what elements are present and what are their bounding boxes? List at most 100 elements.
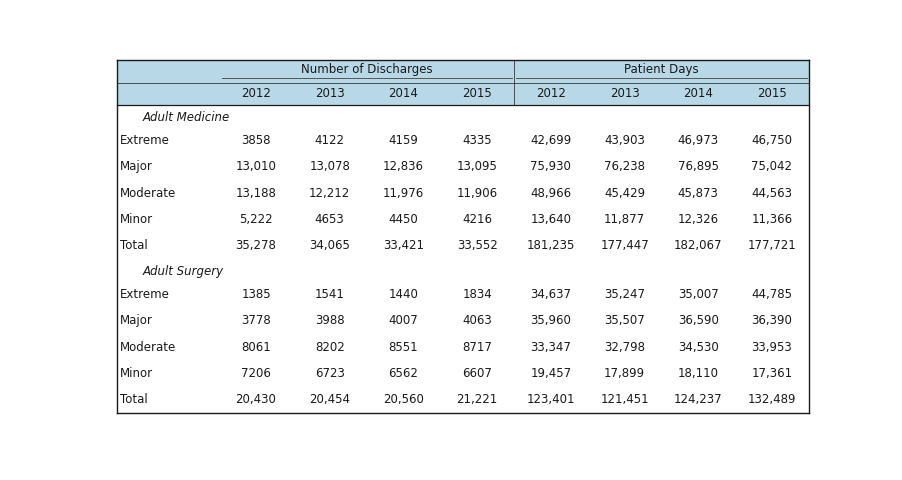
Text: Total: Total (120, 393, 147, 406)
Text: 11,366: 11,366 (750, 213, 792, 226)
Text: 45,873: 45,873 (677, 187, 718, 200)
Text: 6562: 6562 (388, 367, 418, 380)
Text: 177,721: 177,721 (747, 239, 796, 252)
Text: 1541: 1541 (315, 288, 345, 301)
Text: 12,836: 12,836 (382, 160, 423, 173)
Text: 181,235: 181,235 (526, 239, 575, 252)
Text: 35,007: 35,007 (677, 288, 718, 301)
Text: 21,221: 21,221 (456, 393, 497, 406)
Text: 6607: 6607 (462, 367, 492, 380)
Text: 4159: 4159 (388, 134, 418, 147)
Text: 12,212: 12,212 (308, 187, 350, 200)
Text: 4653: 4653 (315, 213, 345, 226)
Text: Minor: Minor (120, 213, 152, 226)
Text: 2015: 2015 (756, 87, 786, 100)
Text: 13,095: 13,095 (456, 160, 497, 173)
Text: 35,247: 35,247 (603, 288, 644, 301)
Text: 20,454: 20,454 (308, 393, 350, 406)
Text: 4063: 4063 (462, 314, 492, 327)
Text: 7206: 7206 (241, 367, 271, 380)
Text: 36,390: 36,390 (750, 314, 792, 327)
Text: Adult Surgery: Adult Surgery (143, 265, 223, 278)
Text: 3778: 3778 (241, 314, 271, 327)
Text: 18,110: 18,110 (677, 367, 718, 380)
Text: 8551: 8551 (388, 341, 418, 354)
Text: 4335: 4335 (462, 134, 492, 147)
Text: Number of Discharges: Number of Discharges (300, 63, 432, 76)
Text: Patient Days: Patient Days (623, 63, 698, 76)
Text: 42,699: 42,699 (529, 134, 571, 147)
Text: 2014: 2014 (683, 87, 713, 100)
Text: 45,429: 45,429 (603, 187, 644, 200)
Text: 177,447: 177,447 (600, 239, 649, 252)
Text: 124,237: 124,237 (673, 393, 722, 406)
Text: 76,895: 76,895 (677, 160, 718, 173)
Text: 75,930: 75,930 (529, 160, 571, 173)
Text: 4122: 4122 (315, 134, 345, 147)
Text: 35,960: 35,960 (529, 314, 571, 327)
Text: 11,877: 11,877 (603, 213, 644, 226)
Text: Major: Major (120, 314, 152, 327)
Text: 11,906: 11,906 (456, 187, 497, 200)
Text: 17,361: 17,361 (750, 367, 792, 380)
Text: 4450: 4450 (388, 213, 418, 226)
Text: 34,637: 34,637 (529, 288, 571, 301)
Text: 13,188: 13,188 (235, 187, 276, 200)
Text: Minor: Minor (120, 367, 152, 380)
Text: Moderate: Moderate (120, 187, 176, 200)
Text: 33,421: 33,421 (382, 239, 423, 252)
Text: 2013: 2013 (315, 87, 345, 100)
Text: 12,326: 12,326 (677, 213, 718, 226)
Text: 33,347: 33,347 (529, 341, 571, 354)
Text: 1440: 1440 (388, 288, 418, 301)
Text: 19,457: 19,457 (529, 367, 571, 380)
Text: 11,976: 11,976 (382, 187, 424, 200)
Text: Adult Medicine: Adult Medicine (143, 111, 229, 124)
Text: 75,042: 75,042 (750, 160, 792, 173)
Text: 8061: 8061 (241, 341, 271, 354)
Text: 35,507: 35,507 (603, 314, 644, 327)
Text: 8717: 8717 (462, 341, 492, 354)
Text: 34,065: 34,065 (309, 239, 350, 252)
Text: 3988: 3988 (315, 314, 345, 327)
Text: 2014: 2014 (388, 87, 418, 100)
Text: 20,560: 20,560 (382, 393, 423, 406)
Text: 33,953: 33,953 (750, 341, 791, 354)
Text: 2015: 2015 (462, 87, 492, 100)
Text: 44,785: 44,785 (750, 288, 792, 301)
Text: 76,238: 76,238 (603, 160, 644, 173)
Text: Major: Major (120, 160, 152, 173)
Text: 5,222: 5,222 (239, 213, 272, 226)
Text: 2013: 2013 (609, 87, 639, 100)
Text: 13,010: 13,010 (235, 160, 276, 173)
Text: Extreme: Extreme (120, 134, 170, 147)
Text: 8202: 8202 (315, 341, 345, 354)
Text: 132,489: 132,489 (747, 393, 796, 406)
Text: 4007: 4007 (388, 314, 418, 327)
Text: 2012: 2012 (241, 87, 271, 100)
Text: 33,552: 33,552 (456, 239, 497, 252)
Text: 182,067: 182,067 (673, 239, 722, 252)
Text: 3858: 3858 (241, 134, 271, 147)
Text: 6723: 6723 (315, 367, 345, 380)
Text: 44,563: 44,563 (750, 187, 792, 200)
Text: 36,590: 36,590 (677, 314, 718, 327)
Text: 121,451: 121,451 (600, 393, 649, 406)
Text: 1834: 1834 (462, 288, 492, 301)
Text: 17,899: 17,899 (603, 367, 644, 380)
Text: 43,903: 43,903 (603, 134, 644, 147)
Text: 32,798: 32,798 (603, 341, 644, 354)
Text: Moderate: Moderate (120, 341, 176, 354)
Text: 46,750: 46,750 (750, 134, 792, 147)
Text: Extreme: Extreme (120, 288, 170, 301)
Text: 46,973: 46,973 (677, 134, 718, 147)
Bar (116, 60, 808, 105)
Text: Total: Total (120, 239, 147, 252)
Text: 123,401: 123,401 (526, 393, 575, 406)
Text: 13,640: 13,640 (529, 213, 571, 226)
Text: 1385: 1385 (241, 288, 271, 301)
Text: 35,278: 35,278 (235, 239, 276, 252)
Text: 13,078: 13,078 (309, 160, 350, 173)
Text: 4216: 4216 (462, 213, 492, 226)
Text: 34,530: 34,530 (677, 341, 718, 354)
